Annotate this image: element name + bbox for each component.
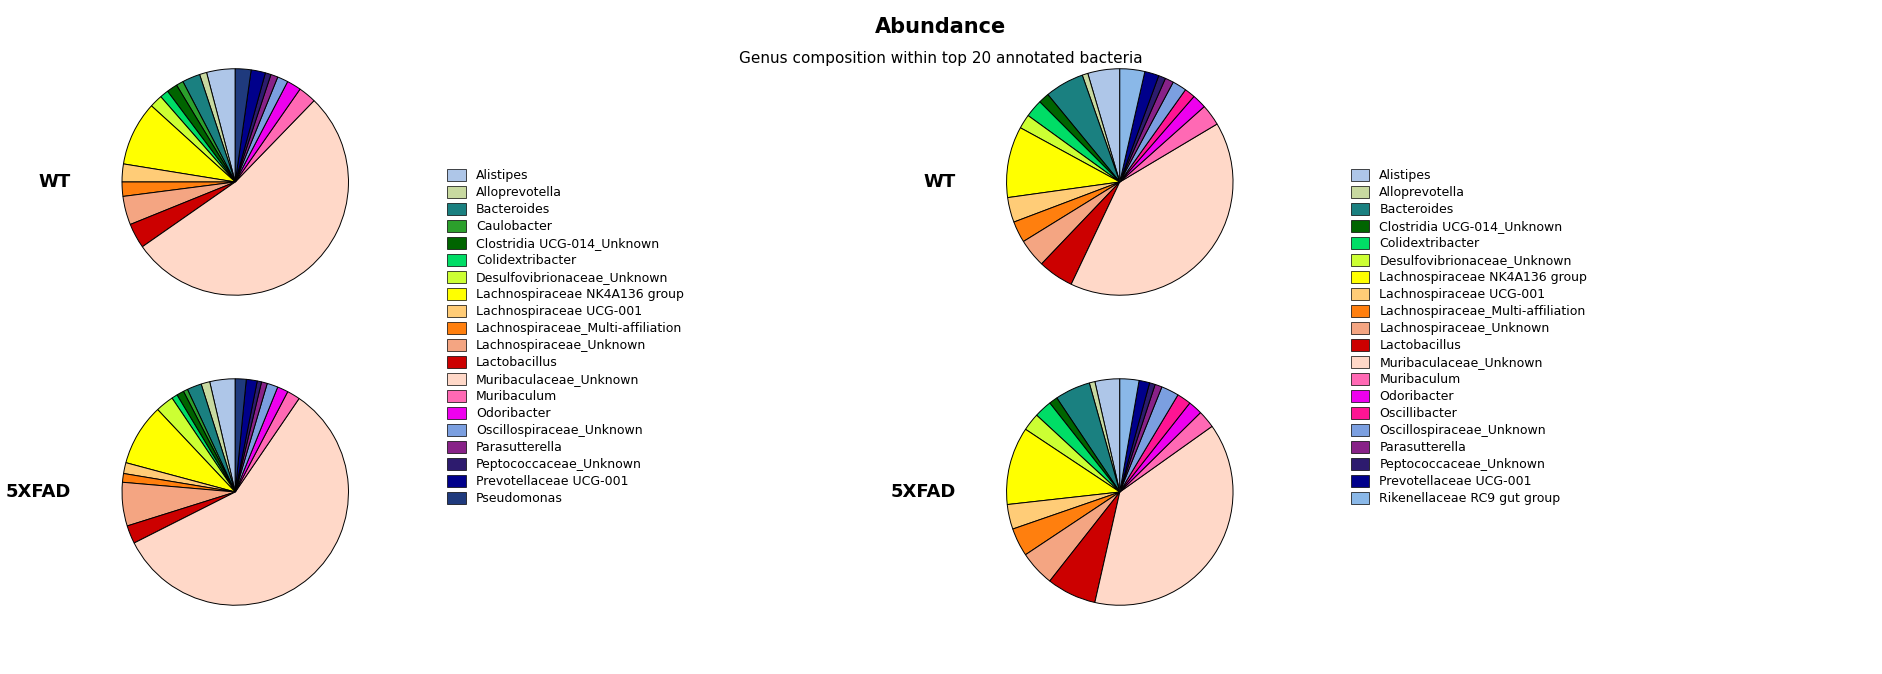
Wedge shape [1026, 415, 1120, 492]
Wedge shape [209, 379, 235, 492]
Wedge shape [1007, 128, 1120, 197]
Wedge shape [1028, 102, 1120, 182]
Wedge shape [188, 384, 235, 492]
Wedge shape [1120, 69, 1144, 182]
Wedge shape [1090, 381, 1120, 492]
Wedge shape [183, 75, 235, 182]
Wedge shape [235, 73, 271, 182]
Wedge shape [1007, 492, 1120, 529]
Wedge shape [235, 82, 299, 182]
Wedge shape [122, 182, 235, 224]
Wedge shape [1120, 82, 1186, 182]
Wedge shape [1120, 384, 1161, 492]
Wedge shape [201, 381, 235, 492]
Wedge shape [1120, 380, 1150, 492]
Wedge shape [1050, 492, 1120, 603]
Wedge shape [1037, 403, 1120, 492]
Wedge shape [1048, 75, 1120, 182]
Wedge shape [124, 462, 235, 492]
Wedge shape [1058, 383, 1120, 492]
Text: Abundance: Abundance [875, 17, 1007, 37]
Wedge shape [143, 100, 348, 295]
Wedge shape [235, 75, 279, 182]
Wedge shape [235, 392, 299, 492]
Wedge shape [235, 69, 250, 182]
Legend: Alistipes, Alloprevotella, Bacteroides, Caulobacter, Clostridia UCG-014_Unknown,: Alistipes, Alloprevotella, Bacteroides, … [442, 164, 689, 510]
Wedge shape [151, 96, 235, 182]
Wedge shape [1095, 427, 1233, 605]
Text: WT: WT [924, 173, 956, 191]
Wedge shape [177, 392, 235, 492]
Wedge shape [160, 91, 235, 182]
Wedge shape [134, 398, 348, 605]
Wedge shape [199, 72, 235, 182]
Wedge shape [1120, 75, 1165, 182]
Wedge shape [235, 379, 247, 492]
Wedge shape [235, 382, 267, 492]
Wedge shape [1120, 387, 1178, 492]
Wedge shape [167, 85, 235, 182]
Wedge shape [1024, 182, 1120, 264]
Wedge shape [1120, 395, 1189, 492]
Text: WT: WT [40, 173, 72, 191]
Wedge shape [235, 89, 314, 182]
Wedge shape [1039, 94, 1120, 182]
Wedge shape [1088, 69, 1120, 182]
Wedge shape [1071, 124, 1233, 295]
Wedge shape [235, 70, 265, 182]
Text: 5XFAD: 5XFAD [890, 483, 956, 501]
Wedge shape [128, 492, 235, 543]
Wedge shape [1014, 182, 1120, 241]
Text: Genus composition within top 20 annotated bacteria: Genus composition within top 20 annotate… [740, 51, 1142, 65]
Wedge shape [1050, 398, 1120, 492]
Wedge shape [126, 410, 235, 492]
Wedge shape [1120, 379, 1139, 492]
Wedge shape [1041, 182, 1120, 284]
Wedge shape [1120, 90, 1193, 182]
Wedge shape [1120, 106, 1218, 182]
Wedge shape [235, 381, 262, 492]
Wedge shape [235, 384, 279, 492]
Text: 5XFAD: 5XFAD [6, 483, 72, 501]
Wedge shape [124, 106, 235, 182]
Wedge shape [1007, 182, 1120, 222]
Wedge shape [171, 395, 235, 492]
Wedge shape [1007, 429, 1120, 505]
Legend: Alistipes, Alloprevotella, Bacteroides, Clostridia UCG-014_Unknown, Colidextriba: Alistipes, Alloprevotella, Bacteroides, … [1346, 164, 1592, 510]
Wedge shape [122, 483, 235, 526]
Wedge shape [1120, 96, 1204, 182]
Wedge shape [207, 69, 235, 182]
Wedge shape [235, 387, 288, 492]
Wedge shape [183, 390, 235, 492]
Wedge shape [122, 474, 235, 492]
Wedge shape [1013, 492, 1120, 555]
Wedge shape [1095, 379, 1120, 492]
Wedge shape [177, 82, 235, 182]
Wedge shape [1020, 115, 1120, 182]
Wedge shape [235, 77, 288, 182]
Wedge shape [158, 398, 235, 492]
Wedge shape [1120, 78, 1172, 182]
Wedge shape [122, 164, 235, 182]
Wedge shape [1026, 492, 1120, 581]
Wedge shape [1120, 412, 1212, 492]
Wedge shape [122, 182, 235, 196]
Wedge shape [130, 182, 235, 247]
Wedge shape [1120, 71, 1159, 182]
Wedge shape [1120, 383, 1156, 492]
Wedge shape [235, 379, 258, 492]
Wedge shape [1120, 403, 1201, 492]
Wedge shape [1082, 73, 1120, 182]
